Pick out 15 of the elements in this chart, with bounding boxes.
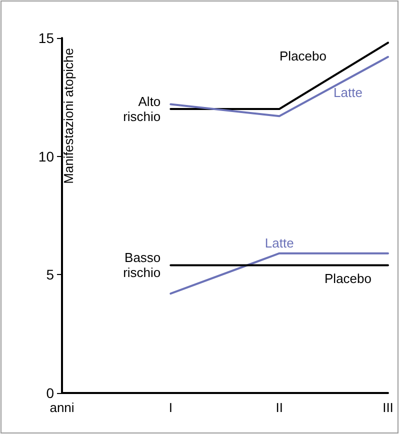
series-label: Latte [334, 84, 362, 100]
series-label: Placebo [324, 271, 372, 286]
y-tick-label: 15 [38, 30, 54, 46]
annotation: Basso rischio [123, 250, 161, 280]
y-tick-label: 0 [46, 385, 54, 401]
x-tick-label: III [382, 400, 394, 415]
x-tick-label: I [168, 400, 172, 415]
x-axis-title: anni [50, 400, 74, 415]
annotation: Alto rischio [123, 94, 161, 124]
y-tick-label: 10 [38, 148, 54, 164]
y-tick-label: 5 [46, 266, 54, 283]
x-tick-label: II [276, 400, 283, 415]
y-axis-title: Manifestazioni atopiche [61, 48, 76, 184]
series-label: Placebo [280, 48, 326, 64]
series-label: Latte [264, 235, 294, 250]
